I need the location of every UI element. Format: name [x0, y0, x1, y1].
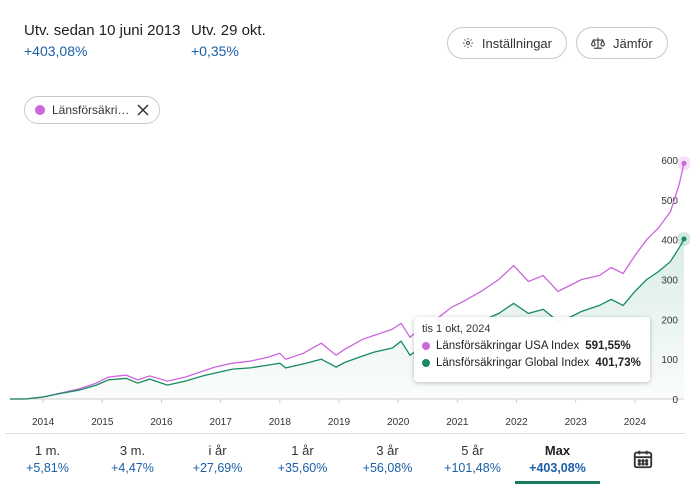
y-tick-label: 500	[661, 196, 678, 207]
x-tick-label: 2020	[387, 417, 410, 428]
period-label: 1 m.	[34, 443, 61, 458]
tooltip-row-global: Länsförsäkringar Global Index 401,73%	[422, 357, 642, 369]
global-series-line	[10, 238, 685, 400]
x-tick-label: 2021	[446, 417, 469, 428]
total-development-summary: Utv. sedan 10 juni 2013 +403,08%	[24, 22, 181, 59]
period-label: 3 m.	[119, 443, 146, 458]
x-tick-label: 2024	[624, 417, 647, 428]
period-value: +101,48%	[444, 461, 501, 475]
x-tick-label: 2015	[91, 417, 114, 428]
period-divider	[5, 433, 685, 434]
x-tick-label: 2014	[32, 417, 55, 428]
x-tick-label: 2022	[505, 417, 528, 428]
settings-button-label: Inställningar	[481, 35, 552, 51]
global-series-endpoint	[681, 236, 687, 242]
period-ytd[interactable]: i år +27,69%	[175, 434, 260, 484]
period-selector: 1 m. +5,81% 3 m. +4,47% i år +27,69% 1 å…	[5, 434, 685, 484]
x-tick-label: 2016	[150, 417, 173, 428]
tooltip-global-name: Länsförsäkringar Global Index	[436, 357, 590, 369]
period-label: i år	[208, 443, 227, 458]
period-value: +4,47%	[111, 461, 154, 475]
period-label: 5 år	[461, 443, 484, 458]
chart-tooltip: tis 1 okt, 2024 Länsförsäkringar USA Ind…	[414, 317, 650, 382]
scale-icon	[591, 37, 605, 49]
x-tick-label: 2018	[269, 417, 292, 428]
total-development-value: +403,08%	[24, 43, 88, 59]
fund-color-dot	[35, 105, 45, 115]
tooltip-row-usa: Länsförsäkringar USA Index 591,55%	[422, 340, 642, 352]
period-label: 1 år	[291, 443, 314, 458]
period-1y[interactable]: 1 år +35,60%	[260, 434, 345, 484]
tooltip-usa-name: Länsförsäkringar USA Index	[436, 340, 580, 352]
calendar-icon	[633, 450, 652, 469]
period-value: +35,60%	[277, 461, 328, 475]
selected-fund-label: Länsförsäkrin...	[52, 103, 130, 117]
period-3y[interactable]: 3 år +56,08%	[345, 434, 430, 484]
total-development-label: Utv. sedan 10 juni 2013	[24, 22, 181, 39]
x-tick-label: 2019	[328, 417, 351, 428]
tooltip-usa-value: 591,55%	[585, 340, 631, 352]
day-development-value: +0,35%	[191, 43, 239, 59]
day-development-summary: Utv. 29 okt. +0,35%	[191, 22, 266, 59]
calendar-button[interactable]	[600, 434, 685, 484]
period-label: 3 år	[376, 443, 399, 458]
usa-series-line	[10, 163, 685, 400]
usa-series-endpoint	[681, 160, 687, 166]
period-max[interactable]: Max +403,08%	[515, 434, 600, 484]
selected-fund-chip[interactable]: Länsförsäkrin...	[24, 96, 160, 124]
tooltip-date: tis 1 okt, 2024	[422, 323, 491, 335]
tooltip-global-dot	[422, 359, 430, 367]
period-value: +56,08%	[362, 461, 413, 475]
chart-card	[3, 3, 686, 485]
performance-chart[interactable]: 0100200300400500600201420152016201720182…	[0, 130, 690, 430]
period-1m[interactable]: 1 m. +5,81%	[5, 434, 90, 484]
y-tick-label: 400	[661, 236, 678, 247]
period-5y[interactable]: 5 år +101,48%	[430, 434, 515, 484]
compare-button-label: Jämför	[613, 35, 653, 51]
x-tick-label: 2017	[210, 417, 233, 428]
y-tick-label: 0	[672, 395, 678, 406]
period-value: +403,08%	[529, 461, 586, 475]
tooltip-global-value: 401,73%	[595, 357, 641, 369]
x-tick-label: 2023	[565, 417, 588, 428]
gear-icon	[462, 38, 473, 48]
compare-button[interactable]: Jämför	[576, 27, 668, 59]
close-icon[interactable]	[137, 104, 149, 116]
day-development-label: Utv. 29 okt.	[191, 22, 266, 39]
period-value: +27,69%	[192, 461, 243, 475]
y-tick-label: 600	[661, 156, 678, 167]
period-value: +5,81%	[26, 461, 69, 475]
tooltip-usa-dot	[422, 342, 430, 350]
period-label: Max	[544, 443, 571, 458]
period-3m[interactable]: 3 m. +4,47%	[90, 434, 175, 484]
settings-button[interactable]: Inställningar	[447, 27, 567, 59]
